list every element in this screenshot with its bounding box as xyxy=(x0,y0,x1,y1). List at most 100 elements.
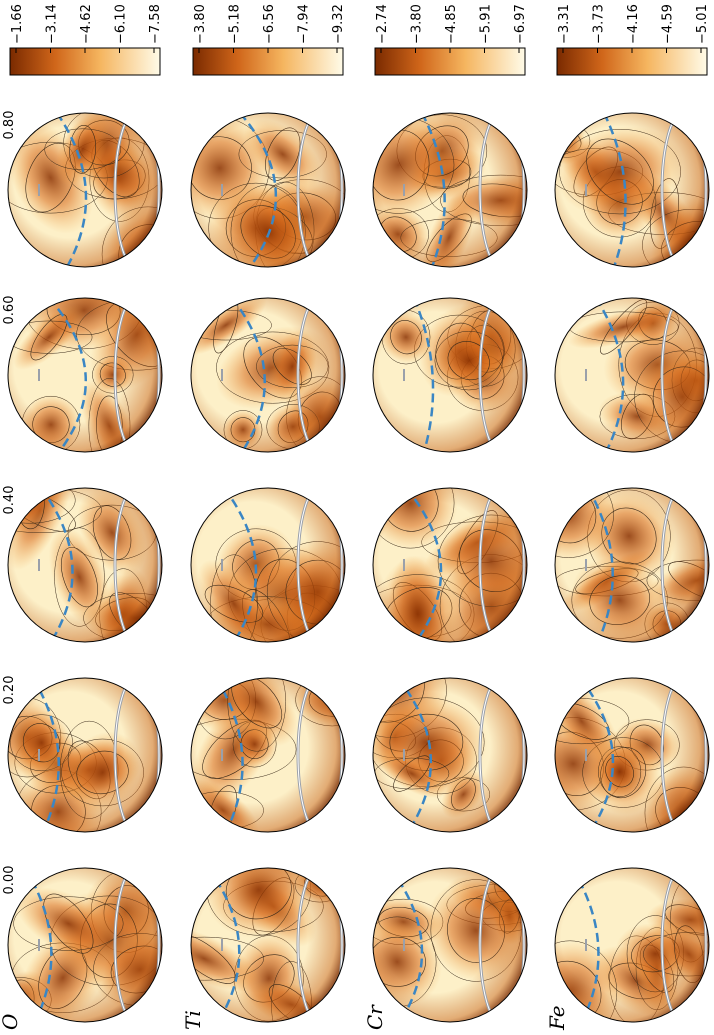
colorbar-tick-label: −9.32 xyxy=(331,4,346,44)
limb-darkening xyxy=(555,488,709,642)
sphere-outline xyxy=(7,677,163,833)
map-content xyxy=(373,298,527,452)
phase-label: 0.20 xyxy=(2,676,17,705)
colorbar-tick-label: −3.80 xyxy=(193,4,208,44)
element-label: Ti xyxy=(181,1010,205,1030)
limb-darkening xyxy=(191,678,345,832)
limb-darkening xyxy=(555,678,709,832)
sphere-outline xyxy=(190,112,346,268)
map-content xyxy=(373,868,527,1022)
pole-meridian xyxy=(389,868,424,1022)
limb-darkening xyxy=(191,298,345,452)
stellar-map xyxy=(554,112,710,268)
colorbar-tick-label: −4.16 xyxy=(626,4,641,44)
colorbar-tick-label: −6.97 xyxy=(513,4,528,44)
map-content xyxy=(8,868,162,1022)
equator-inner xyxy=(297,298,343,452)
equator-inner xyxy=(114,298,160,452)
pole-meridian xyxy=(239,113,277,267)
equator-inner xyxy=(297,488,343,642)
sphere-outline xyxy=(372,297,528,453)
stellar-map xyxy=(554,487,710,643)
stellar-map xyxy=(372,487,528,643)
colorbar-tick-label: −6.10 xyxy=(114,4,129,44)
stellar-map xyxy=(372,297,528,453)
sphere-outline xyxy=(554,297,710,453)
stellar-map xyxy=(190,677,346,833)
pole-meridian xyxy=(420,113,446,267)
equator-inner xyxy=(479,113,525,267)
limb-darkening xyxy=(555,298,709,452)
map-content xyxy=(555,488,709,642)
sphere-outline xyxy=(7,867,163,1023)
limb-darkening xyxy=(191,868,345,1022)
pole-meridian xyxy=(55,113,88,267)
stellar-map xyxy=(190,297,346,453)
map-content xyxy=(373,678,527,832)
pole-meridian xyxy=(214,678,244,832)
equator-inner xyxy=(479,488,525,642)
stellar-map xyxy=(7,112,163,268)
phase-label: 0.40 xyxy=(2,486,17,515)
colorbar-tick-label: −4.62 xyxy=(79,4,94,44)
pole-meridian xyxy=(586,488,614,642)
colorbar-tick-label: −6.56 xyxy=(262,4,277,44)
equator-inner xyxy=(114,868,160,1022)
equator-inner xyxy=(114,488,160,642)
limb-darkening xyxy=(8,488,162,642)
stellar-map xyxy=(7,867,163,1023)
sphere-outline xyxy=(190,867,346,1023)
phase-label: 0.80 xyxy=(2,111,17,140)
equator-inner xyxy=(661,868,707,1022)
colorbar-tick-label: −5.91 xyxy=(479,4,494,44)
equator-inner xyxy=(479,678,525,832)
equator-inner xyxy=(661,298,707,452)
pole-meridian xyxy=(405,488,443,642)
stellar-map xyxy=(554,867,710,1023)
pole-meridian xyxy=(594,298,625,452)
map-content xyxy=(191,113,345,267)
sphere-outline xyxy=(372,487,528,643)
sphere-outline xyxy=(372,867,528,1023)
equator-inner xyxy=(114,678,160,832)
map-content xyxy=(555,298,709,452)
map-content xyxy=(191,868,345,1022)
stellar-map xyxy=(7,677,163,833)
equator-inner xyxy=(297,113,343,267)
limb-darkening xyxy=(191,488,345,642)
sphere-outline xyxy=(372,677,528,833)
limb-darkening xyxy=(8,113,162,267)
limb-darkening xyxy=(555,113,709,267)
map-content xyxy=(8,678,162,832)
element-label: Fe xyxy=(545,1005,569,1031)
sphere-outline xyxy=(554,112,710,268)
stellar-map xyxy=(372,112,528,268)
pole-meridian xyxy=(31,678,60,832)
pole-meridian xyxy=(579,678,615,832)
sphere-outline xyxy=(190,677,346,833)
sphere-outline xyxy=(554,487,710,643)
colorbar-tick-label: −5.18 xyxy=(228,4,243,44)
sphere-outline xyxy=(554,867,710,1023)
element-label: O xyxy=(0,1014,22,1030)
limb-darkening xyxy=(8,678,162,832)
map-content xyxy=(191,298,345,452)
equator-inner xyxy=(661,678,707,832)
limb-darkening xyxy=(555,868,709,1022)
sphere-outline xyxy=(7,297,163,453)
limb-darkening xyxy=(373,488,527,642)
limb-darkening xyxy=(8,868,162,1022)
equator-inner xyxy=(297,678,343,832)
colorbar-tick-label: −4.59 xyxy=(661,4,676,44)
equator-inner xyxy=(479,298,525,452)
colorbar-tick-label: −7.94 xyxy=(297,4,312,44)
pole-meridian xyxy=(412,298,435,452)
limb-darkening xyxy=(373,298,527,452)
pole-meridian xyxy=(39,488,74,642)
equator-inner xyxy=(661,488,707,642)
map-content xyxy=(191,488,345,642)
colorbar-tick-label: −2.74 xyxy=(375,4,390,44)
limb-darkening xyxy=(373,113,527,267)
colorbar-tick-label: −3.73 xyxy=(592,4,607,44)
